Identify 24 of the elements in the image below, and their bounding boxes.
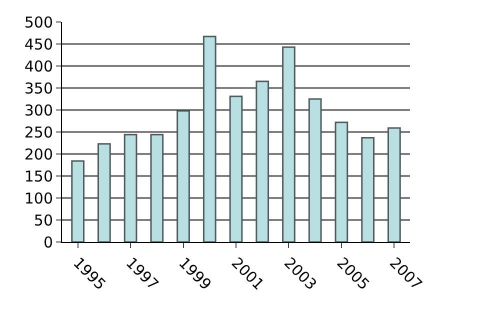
- y-tick-label: 150: [24, 167, 53, 186]
- bar: [308, 98, 322, 242]
- y-tick-label: 300: [24, 101, 53, 120]
- bar: [202, 36, 216, 242]
- y-tick-label: 400: [24, 57, 53, 76]
- bar: [361, 136, 374, 242]
- bar: [256, 80, 270, 242]
- bar: [229, 96, 243, 242]
- bar: [176, 110, 190, 242]
- y-tick-label: 350: [24, 79, 53, 98]
- bar: [150, 134, 164, 242]
- bar: [282, 46, 296, 242]
- y-tick-label: 50: [34, 211, 53, 230]
- y-tick-label: 200: [24, 145, 53, 164]
- bar: [388, 127, 401, 242]
- bar: [98, 143, 111, 242]
- y-tick-label: 0: [43, 233, 53, 252]
- y-tick-label: 250: [24, 123, 53, 142]
- bar: [124, 134, 138, 242]
- y-tick-label: 100: [24, 189, 53, 208]
- y-tick-label: 450: [24, 35, 53, 54]
- bar: [334, 122, 348, 242]
- y-tick-label: 500: [24, 13, 53, 32]
- bar: [71, 160, 84, 242]
